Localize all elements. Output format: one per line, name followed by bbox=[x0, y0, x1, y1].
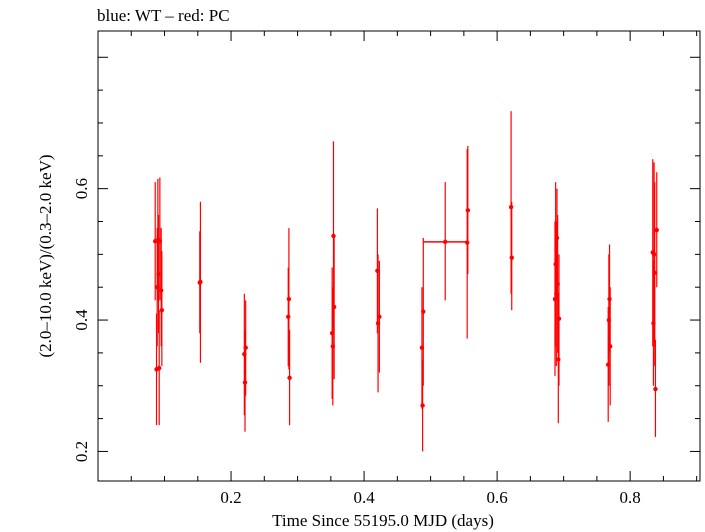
data-marker bbox=[286, 314, 291, 319]
data-marker bbox=[158, 288, 164, 293]
x-axis-label: Time Since 55195.0 MJD (days) bbox=[272, 511, 494, 530]
data-point bbox=[508, 111, 514, 294]
data-marker bbox=[286, 296, 292, 302]
data-marker bbox=[331, 233, 336, 239]
data-marker bbox=[420, 403, 425, 408]
data-marker bbox=[421, 309, 426, 314]
data-point bbox=[421, 237, 426, 386]
data-marker bbox=[287, 375, 292, 381]
data-marker bbox=[607, 296, 612, 302]
data-point bbox=[159, 251, 165, 367]
x-axis: 0.2 0.4 0.6 0.8 bbox=[130, 31, 698, 507]
data-marker bbox=[607, 344, 613, 349]
data-point bbox=[423, 182, 468, 301]
data-marker bbox=[508, 204, 514, 210]
y-axis: 0.2 0.4 0.6 bbox=[72, 56, 700, 462]
data-marker bbox=[243, 345, 248, 350]
data-point bbox=[420, 359, 425, 452]
plot-frame bbox=[97, 30, 701, 482]
x-tick-label: 0.8 bbox=[620, 488, 641, 507]
y-tick-label: 0.6 bbox=[72, 178, 91, 199]
data-point bbox=[652, 182, 657, 367]
data-point bbox=[607, 287, 613, 406]
x-tick-label: 0.6 bbox=[486, 488, 507, 507]
data-point bbox=[243, 300, 248, 396]
data-marker bbox=[377, 314, 382, 319]
x-tick-label: 0.4 bbox=[353, 488, 375, 507]
data-point bbox=[465, 145, 471, 275]
data-marker bbox=[556, 316, 562, 321]
data-series bbox=[153, 111, 659, 452]
y-tick-label: 0.2 bbox=[72, 441, 91, 462]
data-point bbox=[198, 201, 203, 363]
data-point bbox=[287, 329, 292, 426]
data-marker bbox=[652, 270, 657, 275]
data-marker bbox=[509, 255, 514, 260]
x-tick-label: 0.2 bbox=[220, 488, 241, 507]
data-marker bbox=[556, 357, 561, 362]
data-point bbox=[156, 310, 162, 426]
y-axis-label: (2.0–10.0 keV)/(0.3–2.0 keV) bbox=[36, 154, 55, 357]
data-marker bbox=[554, 235, 560, 241]
data-point bbox=[286, 228, 292, 370]
data-point bbox=[509, 201, 514, 311]
data-point bbox=[653, 339, 658, 437]
data-marker bbox=[156, 365, 162, 371]
data-marker bbox=[443, 239, 448, 245]
data-point bbox=[556, 254, 562, 386]
data-marker bbox=[654, 227, 659, 233]
data-point bbox=[377, 260, 382, 373]
data-marker bbox=[653, 386, 658, 392]
data-marker bbox=[651, 252, 657, 257]
data-point bbox=[331, 234, 337, 380]
y-tick-label: 0.4 bbox=[72, 309, 91, 331]
chart-title: blue: WT – red: PC bbox=[97, 6, 230, 25]
data-marker bbox=[159, 307, 165, 313]
data-point bbox=[654, 172, 659, 288]
data-marker bbox=[198, 279, 203, 285]
data-point bbox=[464, 149, 470, 339]
data-marker bbox=[464, 240, 470, 245]
data-marker bbox=[242, 380, 248, 385]
data-point bbox=[242, 329, 248, 432]
data-marker bbox=[331, 304, 337, 310]
data-marker bbox=[465, 208, 471, 213]
